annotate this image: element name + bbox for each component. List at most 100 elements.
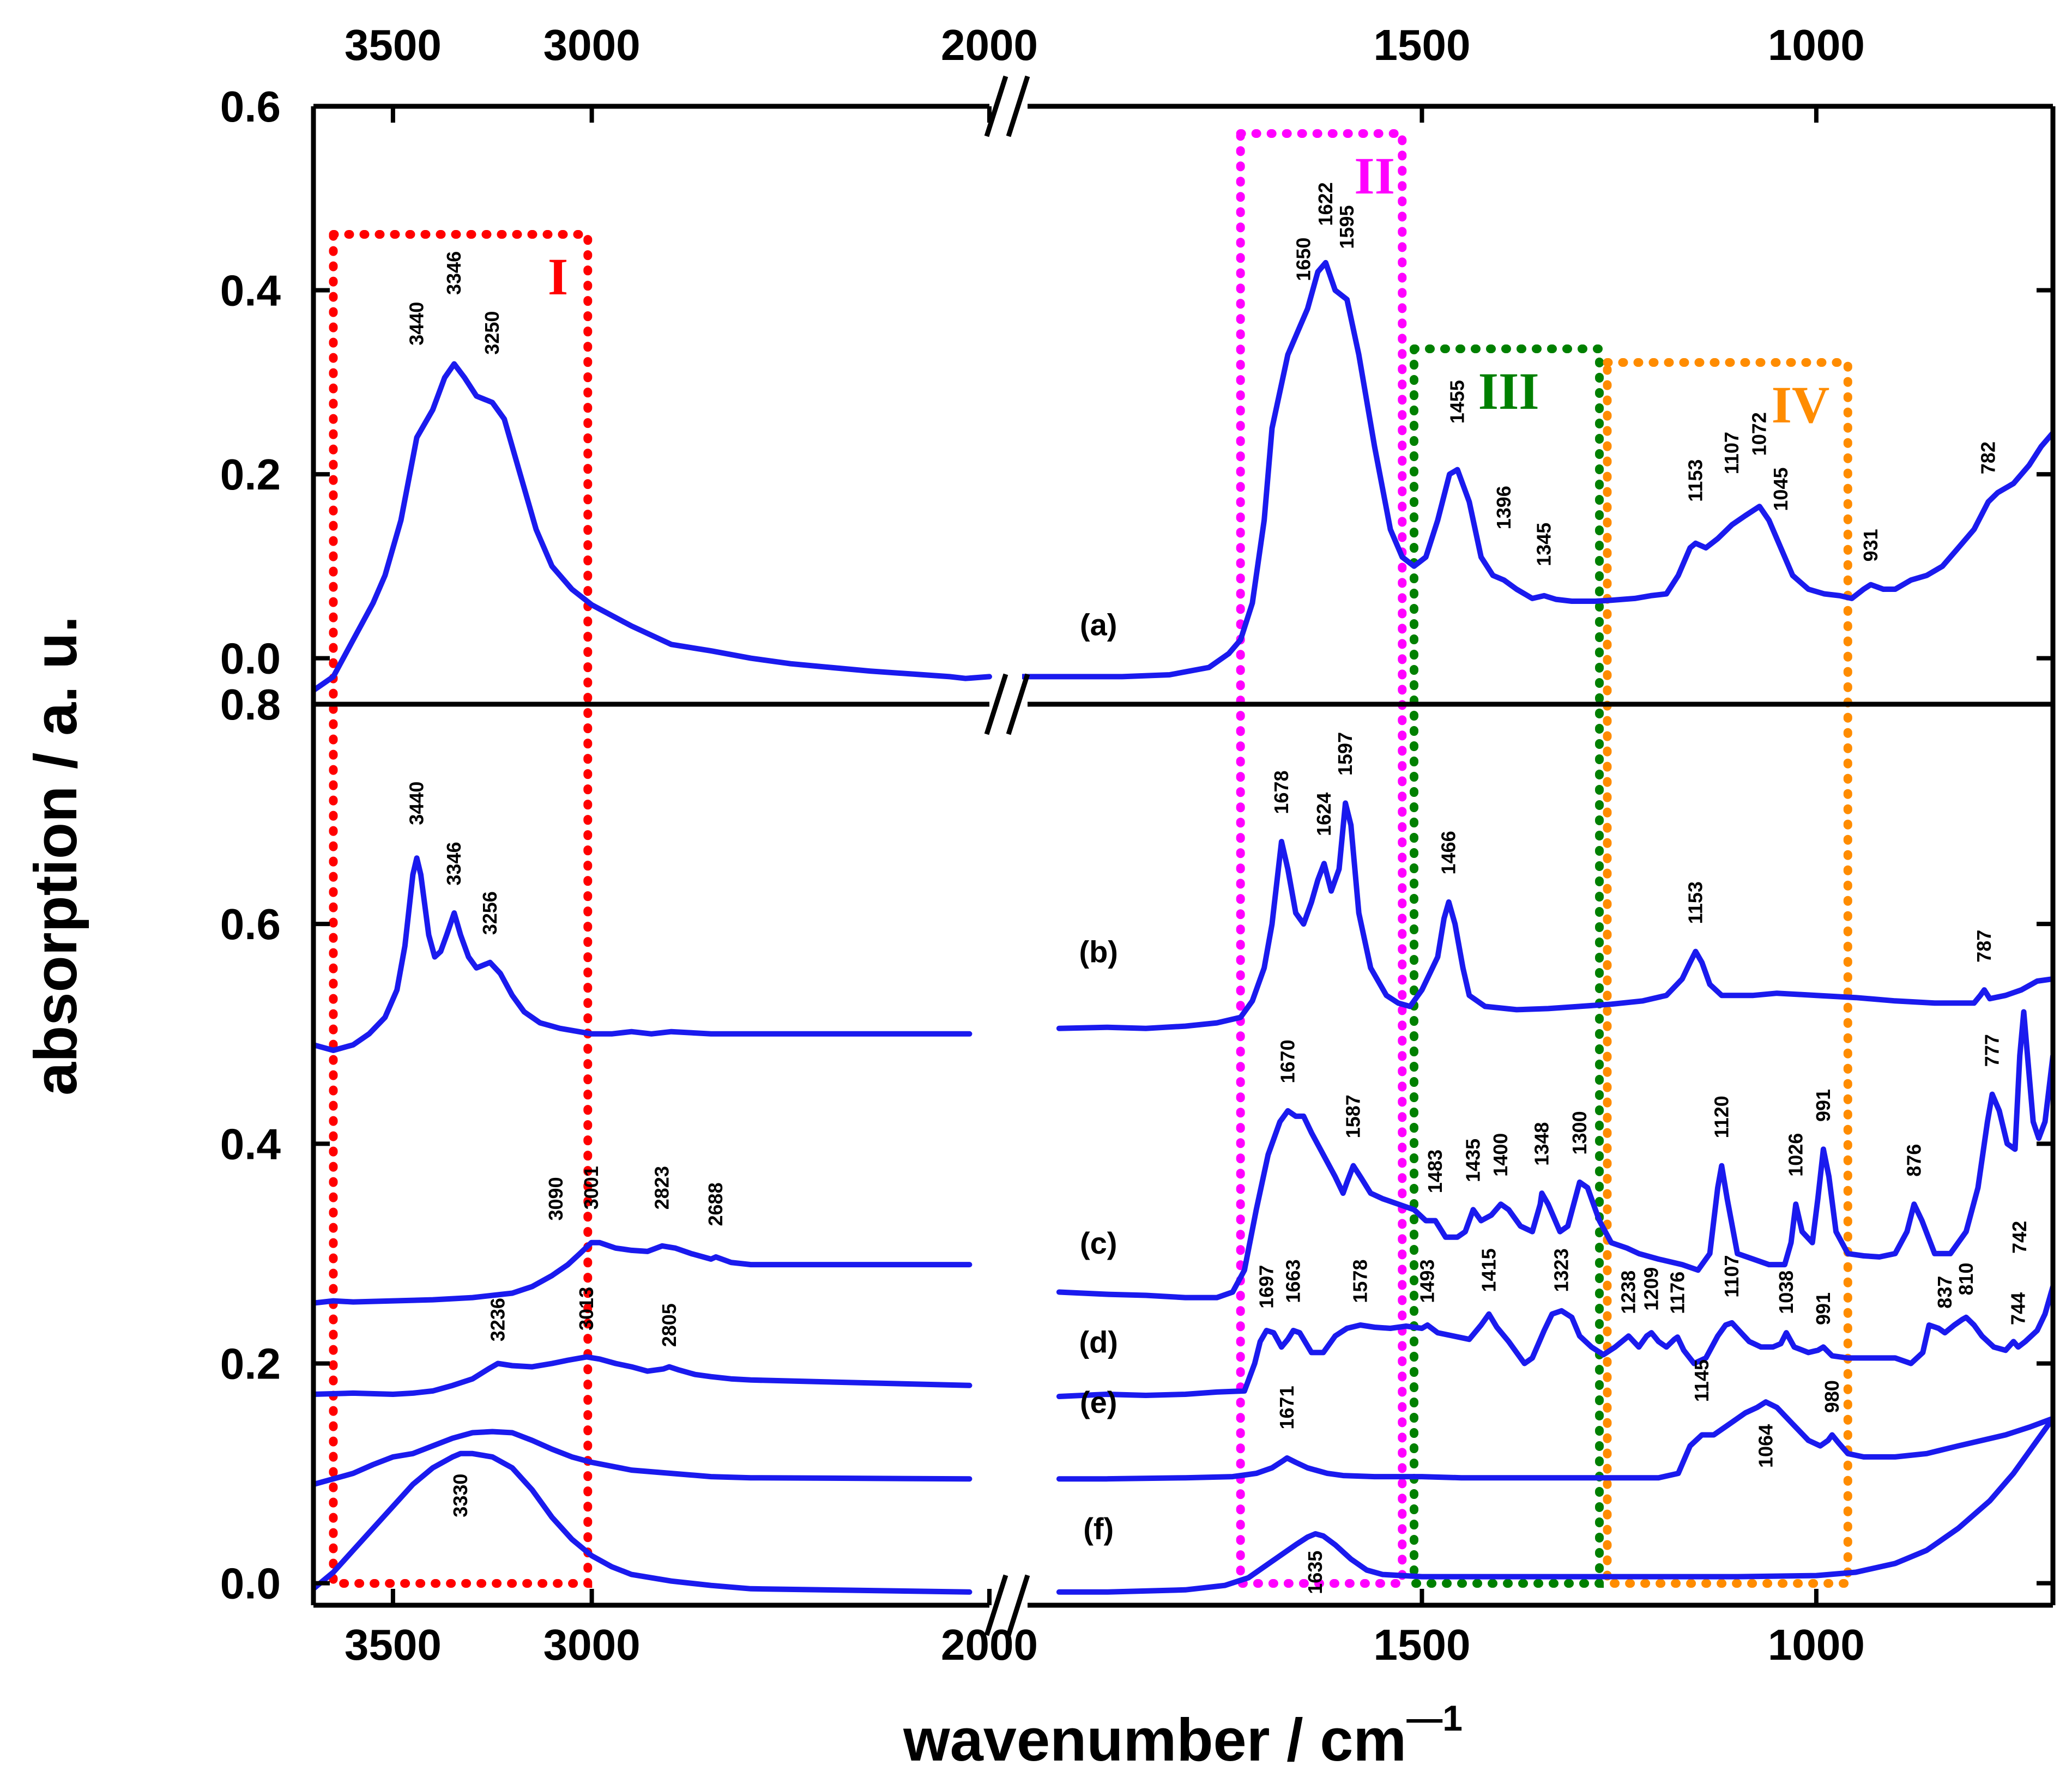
y-tick-label-bottom-0.6: 0.6 [220, 900, 281, 948]
region-label-iii: III [1478, 362, 1539, 420]
peak-label-c-1483: 1483 [1424, 1150, 1446, 1193]
peak-label-a-1455: 1455 [1446, 380, 1469, 424]
curve-label-b: (b) [1079, 935, 1118, 969]
peak-label-c-3001: 3001 [580, 1166, 602, 1210]
peak-label-d-1238: 1238 [1617, 1271, 1640, 1314]
curve-b-right [1056, 800, 2053, 1031]
x-tick-label-top-3500: 3500 [345, 21, 442, 69]
peak-label-d-1663: 1663 [1282, 1260, 1304, 1303]
peak-label-a-1345: 1345 [1533, 523, 1555, 566]
peak-label-b-1153: 1153 [1684, 881, 1707, 924]
peak-label-b-3440: 3440 [406, 782, 428, 825]
y-tick-label-bottom-0.8: 0.8 [220, 680, 281, 729]
ticks-layer: 3500 3500 3000 3000 2000 2000 1500 1500 1000 1000… [220, 21, 2053, 1669]
x-tick-label-top-1500: 1500 [1373, 21, 1470, 69]
curve-label-c: (c) [1080, 1226, 1117, 1260]
peak-label-c-1435: 1435 [1462, 1139, 1484, 1182]
region-label-iv: IV [1772, 376, 1830, 434]
peak-label-b-787: 787 [1973, 930, 1995, 963]
peak-label-d-810: 810 [1955, 1262, 1977, 1295]
y-tick-label-top-0.2: 0.2 [220, 450, 281, 499]
peak-label-d-2805: 2805 [658, 1303, 680, 1347]
x-axis-title-sup: —1 [1406, 1698, 1463, 1738]
x-tick-label-bottom-1500: 1500 [1373, 1620, 1470, 1669]
peak-label-b-1466: 1466 [1437, 831, 1460, 874]
peak-label-a-1153: 1153 [1684, 459, 1707, 502]
y-axis-title: absorption / a. u. [22, 616, 89, 1096]
y-tick-label-top-0.0: 0.0 [220, 634, 281, 683]
peak-label-b-3256: 3256 [479, 891, 501, 935]
peak-label-d-1107: 1107 [1720, 1255, 1743, 1297]
x-tick-label-bottom-3500: 3500 [345, 1620, 442, 1669]
y-tick-label-bottom-0.4: 0.4 [220, 1120, 281, 1168]
peak-label-c-1400: 1400 [1489, 1133, 1512, 1177]
peak-label-c-2688: 2688 [704, 1182, 727, 1226]
peak-label-e-1145: 1145 [1690, 1359, 1713, 1402]
peak-label-a-1107: 1107 [1720, 432, 1743, 474]
region-box-iii [1409, 344, 1604, 1588]
curve-label-a: (a) [1080, 607, 1117, 642]
peak-label-d-991: 991 [1812, 1292, 1834, 1325]
curve-label-f: (f) [1083, 1511, 1114, 1546]
x-tick-label-top-3000: 3000 [543, 21, 641, 69]
peak-label-a-3440: 3440 [406, 302, 428, 346]
region-label-i: I [548, 247, 568, 306]
peak-label-d-1038: 1038 [1775, 1271, 1797, 1314]
peak-label-c-1670: 1670 [1277, 1039, 1299, 1083]
x-tick-label-bottom-1000: 1000 [1768, 1620, 1865, 1669]
peak-label-f-3330: 3330 [449, 1474, 472, 1517]
peak-label-c-742: 742 [2008, 1221, 2031, 1254]
y-tick-label-bottom-0.0: 0.0 [220, 1559, 281, 1608]
curve-label-e: (e) [1080, 1385, 1117, 1419]
curve-c-right [1056, 1009, 2053, 1301]
x-tick-label-bottom-3000: 3000 [543, 1620, 641, 1669]
curve-c-left [313, 1239, 972, 1306]
peak-label-d-837: 837 [1934, 1276, 1956, 1309]
peak-label-a-1595: 1595 [1336, 205, 1358, 249]
peak-label-a-931: 931 [1859, 529, 1882, 561]
peak-label-c-1300: 1300 [1568, 1111, 1591, 1154]
peak-label-c-1120: 1120 [1710, 1096, 1732, 1138]
break-mark-bot-2 [1006, 1574, 1030, 1636]
curve-f-right [1056, 1416, 2053, 1595]
curves-layer [313, 259, 2053, 1595]
curve-a-right [1022, 259, 2053, 680]
curve-a-left [313, 361, 992, 693]
plot-frame [311, 104, 2056, 1608]
y-tick-label-top-0.6: 0.6 [220, 82, 281, 131]
curve-d-right [1056, 1284, 2053, 1399]
x-axis-title-text: wavenumber / cm [903, 1707, 1406, 1774]
peak-label-a-1622: 1622 [1314, 182, 1337, 226]
region-box-i [329, 230, 593, 1588]
break-mark-top-2 [1006, 75, 1030, 137]
peak-label-d-744: 744 [2007, 1292, 2029, 1325]
axis-break-marks [984, 75, 1030, 1636]
region-box-iv [1603, 358, 1852, 1588]
peak-label-d-1323: 1323 [1550, 1248, 1573, 1292]
curve-e-right [1056, 1399, 2053, 1482]
curve-label-d: (d) [1079, 1325, 1118, 1359]
peak-label-c-777: 777 [1981, 1034, 2003, 1067]
peak-label-d-3013: 3013 [575, 1287, 597, 1331]
peak-label-d-1415: 1415 [1477, 1248, 1500, 1292]
peak-label-d-1697: 1697 [1255, 1265, 1277, 1309]
peak-label-a-1045: 1045 [1769, 468, 1792, 511]
break-mark-top-1 [984, 75, 1008, 137]
peak-label-c-1348: 1348 [1530, 1122, 1553, 1166]
peak-label-b-1624: 1624 [1313, 793, 1335, 836]
peak-label-a-1650: 1650 [1292, 238, 1314, 281]
x-tick-label-top-2000: 2000 [941, 21, 1038, 69]
region-label-ii: II [1354, 147, 1395, 205]
break-mark-bot-1 [984, 1574, 1008, 1636]
peak-label-d-1493: 1493 [1416, 1260, 1439, 1303]
x-axis-title: wavenumber / cm—1 [903, 1698, 1463, 1774]
break-mark-mid-1 [984, 673, 1008, 735]
x-tick-label-top-1000: 1000 [1768, 21, 1865, 69]
peak-label-c-1587: 1587 [1342, 1094, 1364, 1138]
curve-f-left [313, 1450, 972, 1595]
peak-label-e-980: 980 [1821, 1380, 1843, 1413]
curve-e-left [313, 1429, 972, 1487]
